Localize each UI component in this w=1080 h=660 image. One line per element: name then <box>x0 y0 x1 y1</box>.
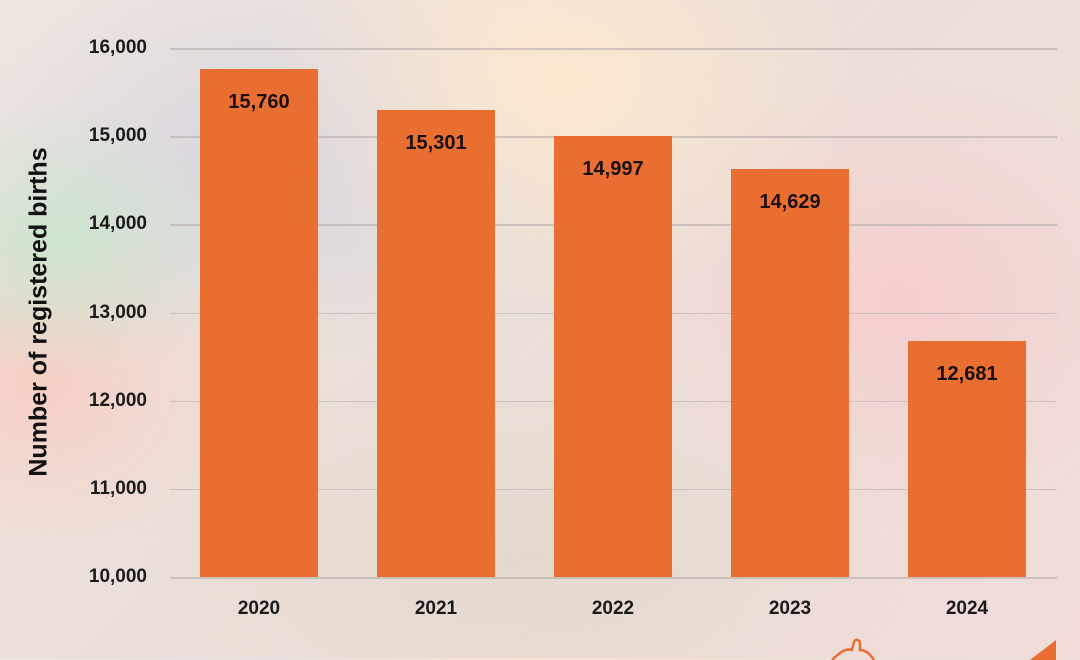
y-tick-label: 14,000 <box>88 213 147 235</box>
y-tick-label: 15,000 <box>88 125 147 147</box>
decorative-triangle-icon <box>1030 640 1056 660</box>
bar-2024: 12,681 <box>908 340 1026 577</box>
y-tick-label: 12,000 <box>88 389 147 411</box>
bar-value-label: 15,301 <box>405 131 467 154</box>
bar-2021: 15,301 <box>377 109 495 577</box>
x-tick-label: 2020 <box>237 598 281 619</box>
y-tick-label: 16,000 <box>88 37 147 58</box>
bar-2020: 15,760 <box>200 69 318 577</box>
bar-value-label: 15,760 <box>228 91 290 114</box>
x-tick-label: 2022 <box>591 598 635 619</box>
y-tick-label: 11,000 <box>89 477 147 499</box>
x-tick-label: 2023 <box>768 598 812 619</box>
y-tick-label: 10,000 <box>88 566 147 587</box>
bar-2023: 14,629 <box>731 168 849 577</box>
bar-value-label: 14,629 <box>759 190 821 213</box>
decorative-hand-icon <box>831 638 876 660</box>
bar-value-label: 14,997 <box>582 158 644 181</box>
x-tick-label: 2021 <box>414 598 458 619</box>
gridline <box>170 577 1057 579</box>
x-tick-label: 2024 <box>945 598 989 619</box>
bar-2022: 14,997 <box>554 136 672 577</box>
gridline <box>170 48 1057 50</box>
bar-value-label: 12,681 <box>936 362 998 385</box>
y-tick-label: 13,000 <box>88 301 147 323</box>
